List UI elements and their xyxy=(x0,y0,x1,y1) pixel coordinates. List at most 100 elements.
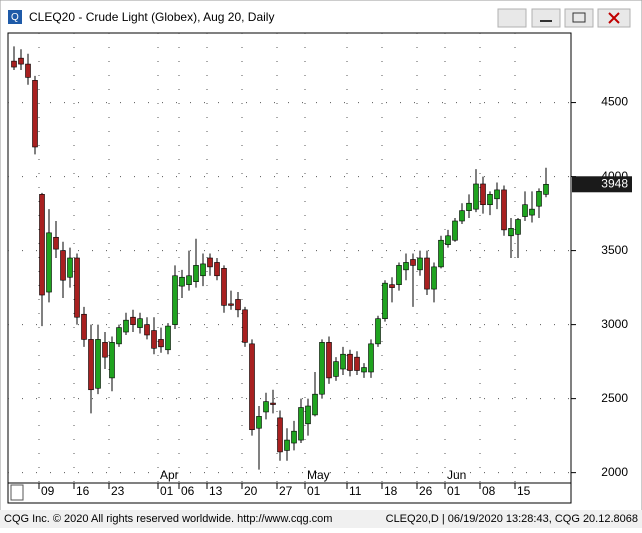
candle-body xyxy=(242,309,248,343)
candle-body xyxy=(25,63,31,78)
candle-body xyxy=(340,353,346,370)
candle-body xyxy=(172,275,178,325)
x-tick-label: 16 xyxy=(76,484,90,498)
candle-body xyxy=(88,339,94,391)
x-tick-label: 23 xyxy=(111,484,125,498)
candle-body xyxy=(375,318,381,345)
candle-body xyxy=(11,60,17,68)
candle-body xyxy=(284,439,290,451)
candle-body xyxy=(445,235,451,245)
month-label: Apr xyxy=(160,468,179,482)
candle-body xyxy=(354,356,360,371)
candle-body xyxy=(151,330,157,349)
x-tick-label: 27 xyxy=(279,484,293,498)
candle-body xyxy=(410,259,416,266)
candle-body xyxy=(361,367,367,373)
candle-body xyxy=(200,263,206,277)
plot-area xyxy=(7,32,572,484)
candle-body xyxy=(326,342,332,379)
candle-body xyxy=(333,361,339,377)
candle-body xyxy=(515,219,521,235)
minimize-button[interactable] xyxy=(531,8,561,28)
candle-body xyxy=(431,266,437,290)
window-title: CLEQ20 - Crude Light (Globex), Aug 20, D… xyxy=(29,10,274,24)
candle-body xyxy=(368,343,374,373)
footer-left: CQG Inc. © 2020 All rights reserved worl… xyxy=(4,513,332,525)
x-tick-label: 15 xyxy=(517,484,531,498)
y-tick-label: 4500 xyxy=(601,95,628,109)
candle-body xyxy=(130,316,136,325)
candle-body xyxy=(452,220,458,241)
app-icon xyxy=(8,10,22,24)
candle-body xyxy=(165,325,171,351)
candle-body xyxy=(417,257,423,271)
candle-body xyxy=(39,194,45,296)
x-axis-area xyxy=(7,482,572,504)
candle-body xyxy=(291,430,297,444)
candle-body xyxy=(74,257,80,318)
x-tick-label: 11 xyxy=(349,484,362,498)
candle-body xyxy=(158,339,164,348)
x-tick-label: 01 xyxy=(447,484,461,498)
candle-body xyxy=(221,268,227,306)
restore-button[interactable] xyxy=(564,8,594,28)
candle-body xyxy=(480,183,486,206)
candle-body xyxy=(305,405,311,425)
candle-body xyxy=(508,228,514,237)
y-tick-label: 3000 xyxy=(601,317,628,331)
pin-button[interactable] xyxy=(497,8,527,28)
candle-body xyxy=(249,343,255,431)
candle-body xyxy=(466,202,472,211)
candle-body xyxy=(116,327,122,345)
app-icon-glyph: Q xyxy=(11,12,19,23)
candle-body xyxy=(95,339,101,389)
candle-body xyxy=(32,80,38,148)
x-tick-label: 18 xyxy=(384,484,398,498)
candle-body xyxy=(298,407,304,441)
candle-body xyxy=(536,191,542,207)
candle-body xyxy=(109,342,115,379)
candle-body xyxy=(312,393,318,416)
candle-body xyxy=(459,210,465,222)
candle-body xyxy=(543,183,549,195)
candle-body xyxy=(529,208,535,216)
candle-body xyxy=(67,257,73,278)
candle-body xyxy=(102,342,108,358)
candle-body xyxy=(263,401,269,413)
x-tick-label: 01 xyxy=(160,484,174,498)
candle-body xyxy=(522,204,528,217)
candle-body xyxy=(424,257,430,290)
candle-body xyxy=(207,257,213,268)
candle-body xyxy=(235,299,241,311)
x-tick-label: 09 xyxy=(41,484,55,498)
footer-bar xyxy=(0,510,642,528)
candle-body xyxy=(144,324,150,336)
y-tick-label: 2500 xyxy=(601,391,628,405)
footer-right: CLEQ20,D | 06/19/2020 13:28:43, CQG 20.1… xyxy=(386,513,638,525)
candle-body xyxy=(382,282,388,319)
candle-body xyxy=(277,417,283,453)
candle-body xyxy=(403,262,409,271)
candle-body xyxy=(319,342,325,395)
candle-body xyxy=(186,275,192,285)
candle-body xyxy=(18,57,24,65)
x-tick-label: 08 xyxy=(482,484,496,498)
candle-body xyxy=(438,239,444,268)
month-label: Jun xyxy=(447,468,466,482)
y-tick-label: 3500 xyxy=(601,243,628,257)
scroll-box[interactable] xyxy=(10,484,24,501)
candle-body xyxy=(396,265,402,285)
candle-body xyxy=(256,416,262,429)
y-tick-label: 2000 xyxy=(601,465,628,479)
candle-body xyxy=(46,232,52,293)
close-glyph xyxy=(608,12,620,24)
candle-body xyxy=(123,319,129,333)
candle-body xyxy=(53,236,59,250)
candle-body xyxy=(179,276,185,287)
x-tick-label: 13 xyxy=(209,484,223,498)
candle-body xyxy=(270,402,276,405)
month-label: May xyxy=(307,468,330,482)
candle-body xyxy=(473,183,479,210)
